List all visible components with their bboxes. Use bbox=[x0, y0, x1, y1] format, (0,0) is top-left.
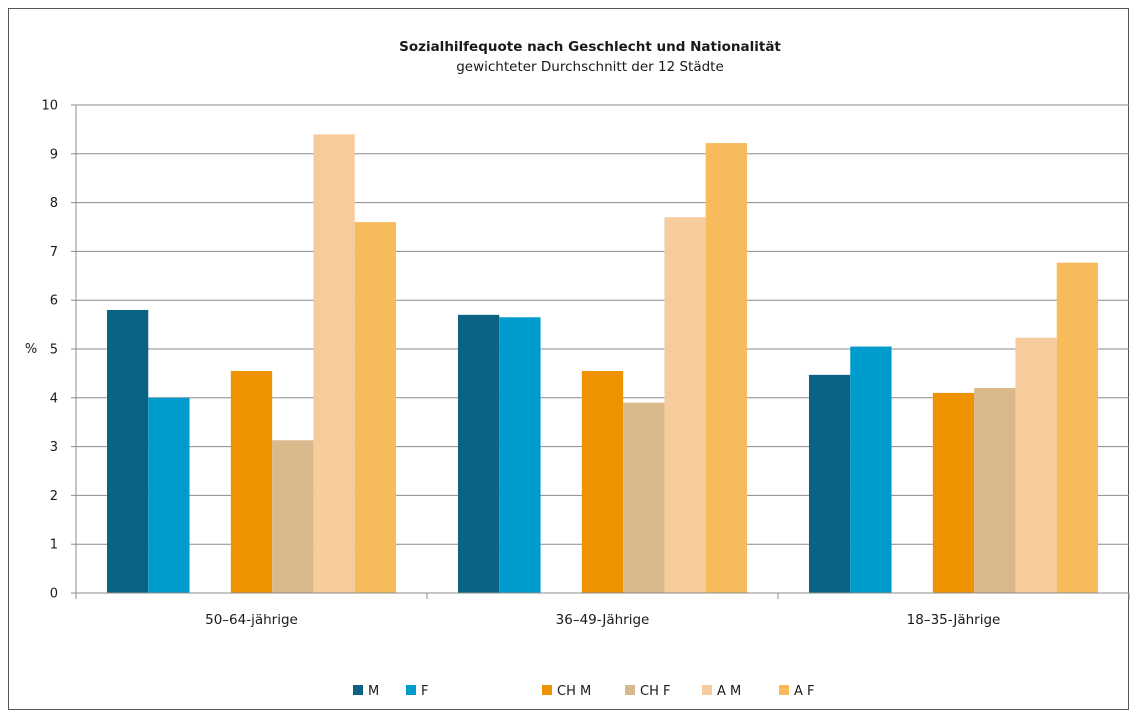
legend-swatch bbox=[406, 685, 416, 695]
y-tick-label: 1 bbox=[50, 538, 58, 553]
legend-swatch bbox=[779, 685, 789, 695]
y-tick-label: 6 bbox=[50, 294, 58, 309]
y-tick-label: 0 bbox=[50, 587, 58, 602]
y-tick-label: 2 bbox=[50, 489, 58, 504]
legend-label: F bbox=[421, 684, 428, 699]
x-category-labels: 50–64-jährige 36–49-Jährige 18–35-Jährige bbox=[205, 612, 1000, 628]
y-tick-label: 4 bbox=[50, 391, 58, 406]
legend-label: CH F bbox=[640, 684, 670, 699]
legend-swatch bbox=[542, 685, 552, 695]
bar bbox=[272, 440, 314, 593]
y-tick-label: 7 bbox=[50, 245, 58, 260]
x-category-label: 50–64-jährige bbox=[205, 612, 298, 628]
y-tick-label: 9 bbox=[50, 147, 58, 162]
y-tick-label: 8 bbox=[50, 196, 58, 211]
bar bbox=[499, 317, 541, 593]
legend-swatch bbox=[353, 685, 363, 695]
chart-subtitle: gewichteter Durchschnitt der 12 Städte bbox=[456, 59, 724, 75]
bar bbox=[230, 370, 273, 593]
legend-label: M bbox=[368, 684, 379, 699]
y-tick-label: 5 bbox=[50, 343, 58, 358]
chart-title: Sozialhilfequote nach Geschlecht und Nat… bbox=[399, 39, 781, 55]
bar bbox=[1015, 337, 1057, 593]
legend-label: A M bbox=[717, 684, 741, 699]
bar bbox=[974, 388, 1016, 593]
bar bbox=[106, 309, 149, 593]
legend: M F CH M CH F A M A F bbox=[353, 684, 815, 699]
legend-label: CH M bbox=[557, 684, 591, 699]
legend-label: A F bbox=[794, 684, 815, 699]
bar bbox=[705, 143, 748, 593]
y-tick-label: 10 bbox=[41, 99, 58, 114]
bars bbox=[106, 134, 1099, 594]
bar bbox=[313, 134, 355, 593]
bar bbox=[457, 314, 500, 593]
y-tick-labels: 0 1 2 3 4 5 6 7 8 9 10 bbox=[41, 99, 58, 602]
bar bbox=[148, 397, 190, 593]
bar bbox=[850, 346, 892, 593]
axes bbox=[71, 104, 1130, 599]
legend-swatch bbox=[625, 685, 635, 695]
legend-swatch bbox=[702, 685, 712, 695]
bar bbox=[581, 370, 624, 593]
bar bbox=[932, 392, 975, 593]
bar bbox=[1056, 262, 1099, 593]
y-tick-label: 3 bbox=[50, 440, 58, 455]
x-category-label: 36–49-Jährige bbox=[556, 612, 650, 628]
bar bbox=[664, 217, 706, 594]
bar bbox=[623, 402, 665, 593]
bar bbox=[354, 222, 397, 593]
x-category-label: 18–35-Jährige bbox=[907, 612, 1001, 628]
y-axis-label: % bbox=[25, 342, 37, 357]
bar bbox=[808, 374, 851, 593]
